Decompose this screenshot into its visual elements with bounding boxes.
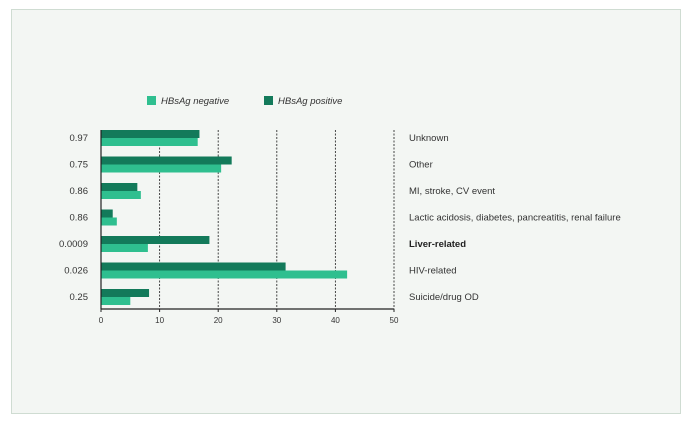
legend-label-0: HBsAg negative bbox=[161, 96, 229, 107]
category-label-0: Unknown bbox=[409, 133, 449, 144]
p-value-label-1: 0.75 bbox=[70, 160, 89, 171]
bar-hbsag-positive-3 bbox=[101, 209, 113, 218]
bar-hbsag-positive-1 bbox=[101, 156, 232, 165]
category-label-2: MI, stroke, CV event bbox=[409, 186, 495, 197]
p-value-label-5: 0.026 bbox=[64, 266, 88, 277]
bar-hbsag-positive-6 bbox=[101, 289, 150, 297]
category-label-3: Lactic acidosis, diabetes, pancreatitis,… bbox=[409, 213, 621, 224]
x-tick-label-10: 10 bbox=[155, 316, 164, 325]
p-value-label-3: 0.86 bbox=[70, 213, 89, 224]
bar-hbsag-negative-4 bbox=[101, 244, 148, 252]
bar-hbsag-positive-4 bbox=[101, 236, 210, 244]
p-value-label-2: 0.86 bbox=[70, 186, 89, 197]
x-tick-label-30: 30 bbox=[272, 316, 281, 325]
bar-hbsag-negative-3 bbox=[101, 217, 117, 226]
category-label-1: Other bbox=[409, 160, 433, 171]
legend-swatch-1 bbox=[264, 96, 273, 105]
p-value-label-0: 0.97 bbox=[70, 133, 89, 144]
chart-panel bbox=[11, 9, 681, 414]
bar-hbsag-negative-5 bbox=[101, 270, 348, 279]
legend-swatch-0 bbox=[147, 96, 156, 105]
bar-hbsag-negative-2 bbox=[101, 191, 141, 199]
bar-hbsag-negative-6 bbox=[101, 297, 131, 305]
category-label-5: HIV-related bbox=[409, 266, 457, 277]
p-value-label-6: 0.25 bbox=[70, 292, 89, 303]
x-tick-label-0: 0 bbox=[99, 316, 104, 325]
x-tick-label-50: 50 bbox=[390, 316, 399, 325]
category-label-6: Suicide/drug OD bbox=[409, 292, 479, 303]
bar-hbsag-positive-5 bbox=[101, 262, 286, 271]
bar-hbsag-negative-0 bbox=[101, 138, 198, 146]
category-label-4: Liver-related bbox=[409, 239, 466, 250]
bar-hbsag-positive-0 bbox=[101, 130, 200, 138]
legend-label-1: HBsAg positive bbox=[278, 96, 342, 107]
bar-hbsag-negative-1 bbox=[101, 164, 222, 173]
x-tick-label-40: 40 bbox=[331, 316, 340, 325]
bar-hbsag-positive-2 bbox=[101, 183, 138, 191]
x-tick-label-20: 20 bbox=[214, 316, 223, 325]
p-value-label-4: 0.0009 bbox=[59, 239, 88, 250]
